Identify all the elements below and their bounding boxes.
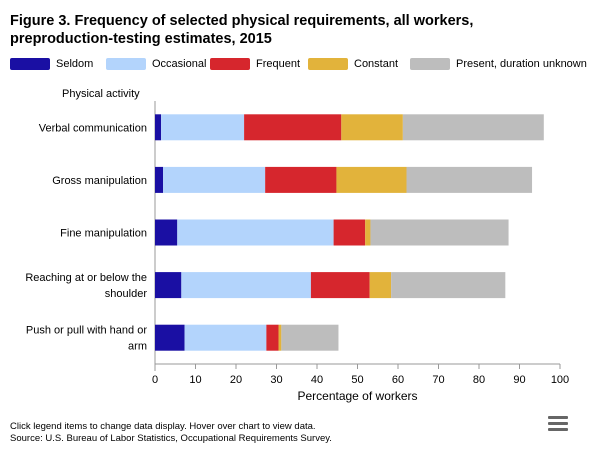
- legend-swatch: [106, 58, 146, 70]
- x-tick-label: 20: [230, 374, 242, 386]
- category-label: Verbal communication: [39, 122, 147, 134]
- legend-label: Frequent: [256, 58, 301, 70]
- x-tick-label: 30: [270, 374, 282, 386]
- legend-label: Seldom: [56, 58, 94, 70]
- bar-frequent[interactable]: [244, 114, 342, 141]
- x-tick-label: 50: [351, 374, 363, 386]
- legend-item-constant[interactable]: Constant: [308, 56, 398, 72]
- bar-present-duration-unknown[interactable]: [370, 219, 509, 246]
- footer-instructions: Click legend items to change data displa…: [10, 421, 316, 432]
- bar-occasional[interactable]: [177, 219, 334, 246]
- x-tick-label: 80: [473, 374, 485, 386]
- legend-item-seldom[interactable]: Seldom: [10, 56, 93, 72]
- bar-seldom[interactable]: [155, 219, 178, 246]
- bar-present-duration-unknown[interactable]: [281, 324, 339, 351]
- footer-source: Source: U.S. Bureau of Labor Statistics,…: [10, 433, 332, 444]
- category-label: arm: [128, 341, 147, 353]
- legend-swatch: [210, 58, 250, 70]
- chart-title: Figure 3. Frequency of selected physical…: [10, 12, 570, 48]
- legend-swatch: [410, 58, 450, 70]
- bar-frequent[interactable]: [266, 324, 279, 351]
- category-label: Push or pull with hand or: [26, 325, 147, 337]
- bar-occasional[interactable]: [181, 272, 311, 299]
- bar-seldom[interactable]: [155, 324, 185, 351]
- chart-legend: Seldom Occasional Frequent Constant Pres…: [10, 56, 590, 72]
- legend-label: Occasional: [152, 58, 207, 70]
- bar-constant[interactable]: [336, 166, 407, 193]
- legend-label: Present, duration unknown: [456, 58, 587, 70]
- x-tick-label: 40: [311, 374, 323, 386]
- bar-frequent[interactable]: [333, 219, 366, 246]
- bar-constant[interactable]: [278, 324, 282, 351]
- category-label: Fine manipulation: [60, 228, 147, 240]
- bar-present-duration-unknown[interactable]: [402, 114, 544, 141]
- bar-present-duration-unknown[interactable]: [391, 272, 506, 299]
- x-tick-label: 90: [513, 374, 525, 386]
- bar-constant[interactable]: [365, 219, 371, 246]
- x-axis-title: Percentage of workers: [297, 389, 417, 403]
- hamburger-menu-icon: [548, 416, 568, 419]
- bar-occasional[interactable]: [163, 166, 266, 193]
- category-label: Reaching at or below the: [25, 272, 147, 284]
- x-tick-label: 70: [432, 374, 444, 386]
- bar-occasional[interactable]: [161, 114, 245, 141]
- legend-item-frequent[interactable]: Frequent: [210, 56, 300, 72]
- x-tick-label: 100: [551, 374, 569, 386]
- bar-seldom[interactable]: [155, 272, 182, 299]
- bar-seldom[interactable]: [155, 166, 164, 193]
- chart-menu-button[interactable]: [548, 416, 568, 432]
- legend-label: Constant: [354, 58, 399, 70]
- legend-item-present-duration-unknown[interactable]: Present, duration unknown: [410, 56, 587, 72]
- hamburger-menu-icon: [548, 428, 568, 431]
- bar-constant[interactable]: [369, 272, 392, 299]
- x-tick-label: 0: [152, 374, 158, 386]
- category-label: Gross manipulation: [52, 175, 147, 187]
- legend-swatch: [10, 58, 50, 70]
- category-axis-title: Physical activity: [62, 88, 140, 100]
- bar-seldom[interactable]: [155, 114, 162, 141]
- bar-frequent[interactable]: [265, 166, 337, 193]
- legend-swatch: [308, 58, 348, 70]
- x-tick-label: 60: [392, 374, 404, 386]
- category-label: shoulder: [105, 288, 148, 300]
- hamburger-menu-icon: [548, 422, 568, 425]
- bar-constant[interactable]: [341, 114, 403, 141]
- chart-title-line-2: preproduction-testing estimates, 2015: [10, 31, 272, 47]
- legend-item-occasional[interactable]: Occasional: [106, 56, 206, 72]
- bar-present-duration-unknown[interactable]: [406, 166, 533, 193]
- chart-footer: Click legend items to change data displa…: [10, 421, 332, 445]
- chart-title-line-1: Figure 3. Frequency of selected physical…: [10, 13, 474, 29]
- bar-occasional[interactable]: [184, 324, 267, 351]
- x-tick-label: 10: [189, 374, 201, 386]
- bar-frequent[interactable]: [310, 272, 370, 299]
